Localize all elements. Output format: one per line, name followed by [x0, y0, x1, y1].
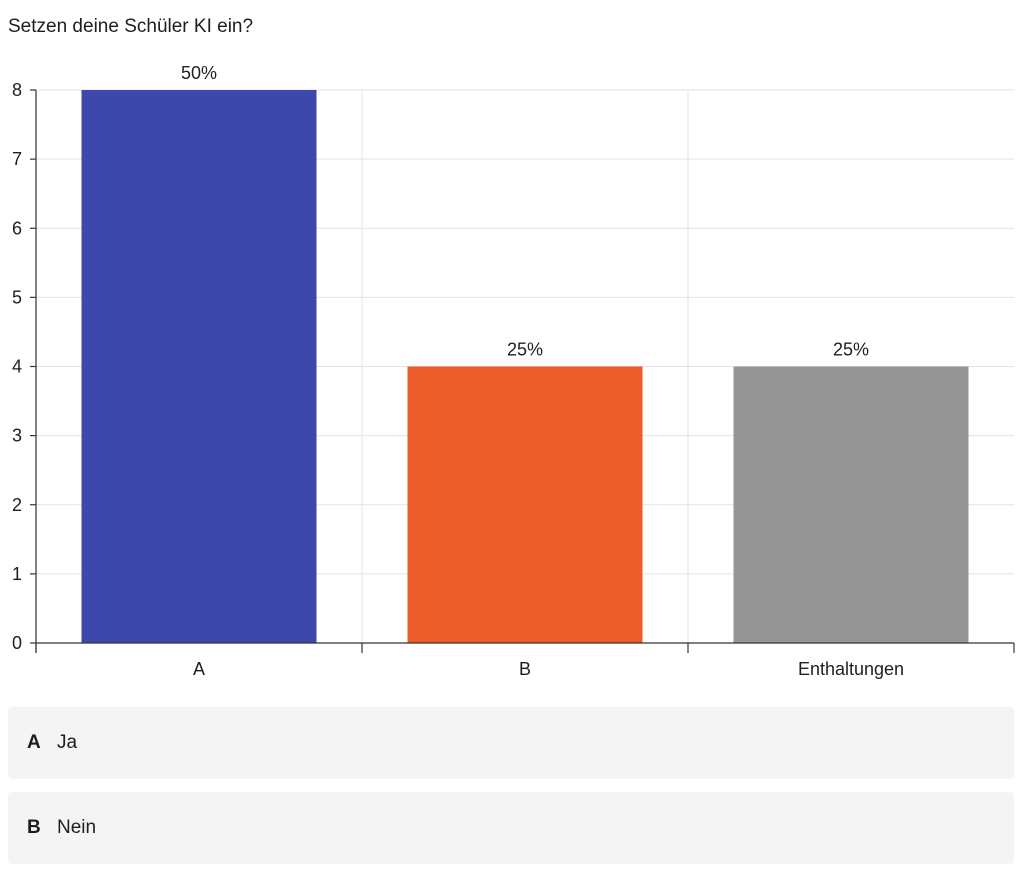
answer-option-key: A: [27, 732, 41, 753]
results-bar-chart: 50% A 25% B 25% Enthaltungen 0 1 2 3 4 5 6 7 8: [12, 63, 1015, 679]
answer-option-b: B Nein: [8, 792, 1014, 864]
poll-question: Setzen deine Schüler KI ein?: [8, 16, 254, 37]
y-tick-label: 4: [12, 357, 22, 377]
x-tick-label: A: [193, 659, 205, 679]
y-tick-label: 2: [12, 495, 22, 515]
y-tick-label: 7: [12, 149, 22, 169]
bar-enthaltungen: [733, 366, 969, 643]
answer-option-text: Ja: [57, 732, 78, 753]
y-tick-label: 8: [12, 80, 22, 100]
x-tick-label: B: [519, 659, 531, 679]
bar-data-label: 25%: [833, 340, 869, 360]
bar-data-label: 25%: [507, 340, 543, 360]
bar-a: [81, 90, 317, 643]
y-tick-label: 0: [12, 633, 22, 653]
bar-b: [407, 366, 643, 643]
y-tick-label: 5: [12, 287, 22, 307]
answer-option-a: A Ja: [8, 707, 1014, 779]
answer-option-text: Nein: [57, 817, 97, 838]
x-tick-label: Enthaltungen: [798, 659, 904, 679]
answer-option-key: B: [27, 817, 41, 838]
y-tick-label: 3: [12, 426, 22, 446]
y-tick-label: 1: [12, 564, 22, 584]
y-tick-label: 6: [12, 218, 22, 238]
bar-data-label: 50%: [181, 63, 217, 83]
